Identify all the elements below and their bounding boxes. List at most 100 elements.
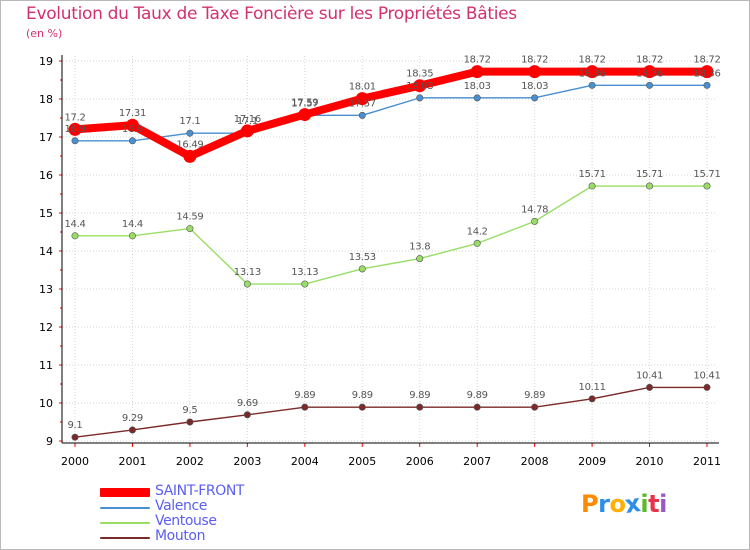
- data-point: [528, 65, 542, 79]
- y-tick-label: 9: [46, 435, 53, 448]
- data-point: [646, 383, 654, 391]
- data-label: 18.36: [693, 68, 720, 79]
- data-point: [473, 94, 481, 102]
- y-tick-label: 10: [39, 397, 53, 410]
- data-point: [646, 81, 654, 89]
- data-label: 17.57: [349, 98, 376, 109]
- legend-label: Ventouse: [155, 513, 217, 529]
- x-tick-label: 2003: [233, 455, 261, 468]
- x-tick-label: 2009: [578, 455, 606, 468]
- data-point: [416, 403, 424, 411]
- data-label: 15.71: [693, 169, 720, 180]
- data-label: 18.03: [464, 81, 491, 92]
- series-line-saint-front: [71, 67, 711, 161]
- data-label: 18.35: [406, 69, 433, 80]
- unit-label: (en %): [26, 27, 63, 40]
- x-tick-label: 2007: [463, 455, 491, 468]
- data-point: [128, 232, 136, 240]
- data-label: 17.16: [234, 114, 261, 125]
- data-point: [703, 182, 711, 190]
- chart-title: Evolution du Taux de Taxe Foncière sur l…: [26, 4, 517, 24]
- data-label: 18.03: [406, 81, 433, 92]
- data-point: [703, 383, 711, 391]
- legend-swatch: [100, 537, 150, 539]
- data-point: [68, 122, 82, 136]
- data-label: 14.2: [467, 226, 488, 237]
- data-label: 16.49: [176, 139, 203, 150]
- data-label: 18.72: [636, 55, 663, 66]
- data-point: [531, 94, 539, 102]
- data-label: 13.53: [349, 252, 376, 263]
- x-tick-label: 2001: [118, 455, 146, 468]
- y-tick-label: 14: [39, 245, 53, 258]
- y-tick-label: 17: [39, 131, 53, 144]
- data-point: [243, 280, 251, 288]
- data-point: [358, 111, 366, 119]
- data-label: 15.71: [579, 169, 606, 180]
- data-point: [413, 79, 427, 93]
- logo-letter: i: [659, 490, 667, 518]
- data-label: 18.01: [349, 82, 376, 93]
- y-tick-label: 16: [39, 169, 53, 182]
- data-point: [301, 280, 309, 288]
- data-point: [128, 137, 136, 145]
- data-label: 13.13: [234, 267, 261, 278]
- data-label: 10.41: [636, 370, 663, 381]
- y-tick-label: 12: [39, 321, 53, 334]
- data-point: [703, 81, 711, 89]
- legend-swatch: [100, 507, 150, 509]
- data-label: 9.89: [524, 390, 545, 401]
- legend-label: Valence: [155, 498, 207, 514]
- data-label: 18.72: [693, 55, 720, 66]
- data-label: 17.1: [237, 116, 258, 127]
- data-label: 9.1: [67, 420, 82, 431]
- data-label: 17.1: [179, 116, 200, 127]
- data-point: [358, 403, 366, 411]
- data-label: 16.9: [122, 124, 143, 135]
- y-tick-label: 15: [39, 207, 53, 220]
- data-point: [301, 403, 309, 411]
- data-point: [588, 395, 596, 403]
- logo-letter: i: [640, 490, 649, 518]
- data-label: 18.36: [636, 68, 663, 79]
- data-label: 18.03: [521, 81, 548, 92]
- y-tick-label: 19: [39, 55, 53, 68]
- data-label: 15.71: [636, 169, 663, 180]
- proxiti-logo: Proxiti: [581, 489, 667, 519]
- logo-letter: o: [609, 490, 626, 518]
- data-point: [128, 426, 136, 434]
- data-label: 14.4: [64, 219, 85, 230]
- x-tick-label: 2000: [61, 455, 89, 468]
- data-label: 9.69: [237, 398, 258, 409]
- data-label: 9.5: [182, 405, 197, 416]
- data-point: [71, 137, 79, 145]
- data-point: [531, 403, 539, 411]
- data-label: 18.72: [521, 55, 548, 66]
- data-point: [186, 129, 194, 137]
- data-point: [643, 65, 657, 79]
- data-point: [240, 124, 254, 138]
- data-label: 14.59: [176, 212, 203, 223]
- data-point: [470, 65, 484, 79]
- logo-letter: t: [648, 490, 660, 518]
- y-tick-label: 18: [39, 93, 53, 106]
- data-point: [588, 81, 596, 89]
- data-label: 14.78: [521, 204, 548, 215]
- legend-swatch: [100, 488, 150, 497]
- x-tick-label: 2008: [521, 455, 549, 468]
- data-label: 10.11: [579, 382, 606, 393]
- data-point: [71, 232, 79, 240]
- series-line-mouton: [74, 386, 708, 438]
- data-label: 14.4: [122, 219, 143, 230]
- grid-lines: [63, 56, 717, 446]
- data-label: 9.89: [409, 390, 430, 401]
- data-point: [125, 118, 139, 132]
- legend-swatch: [100, 522, 150, 524]
- data-point: [243, 411, 251, 419]
- data-label: 17.2: [64, 112, 85, 123]
- data-point: [416, 94, 424, 102]
- data-point: [183, 149, 197, 163]
- legend-label: Mouton: [155, 528, 206, 544]
- data-point: [186, 418, 194, 426]
- data-label: 16.9: [64, 124, 85, 135]
